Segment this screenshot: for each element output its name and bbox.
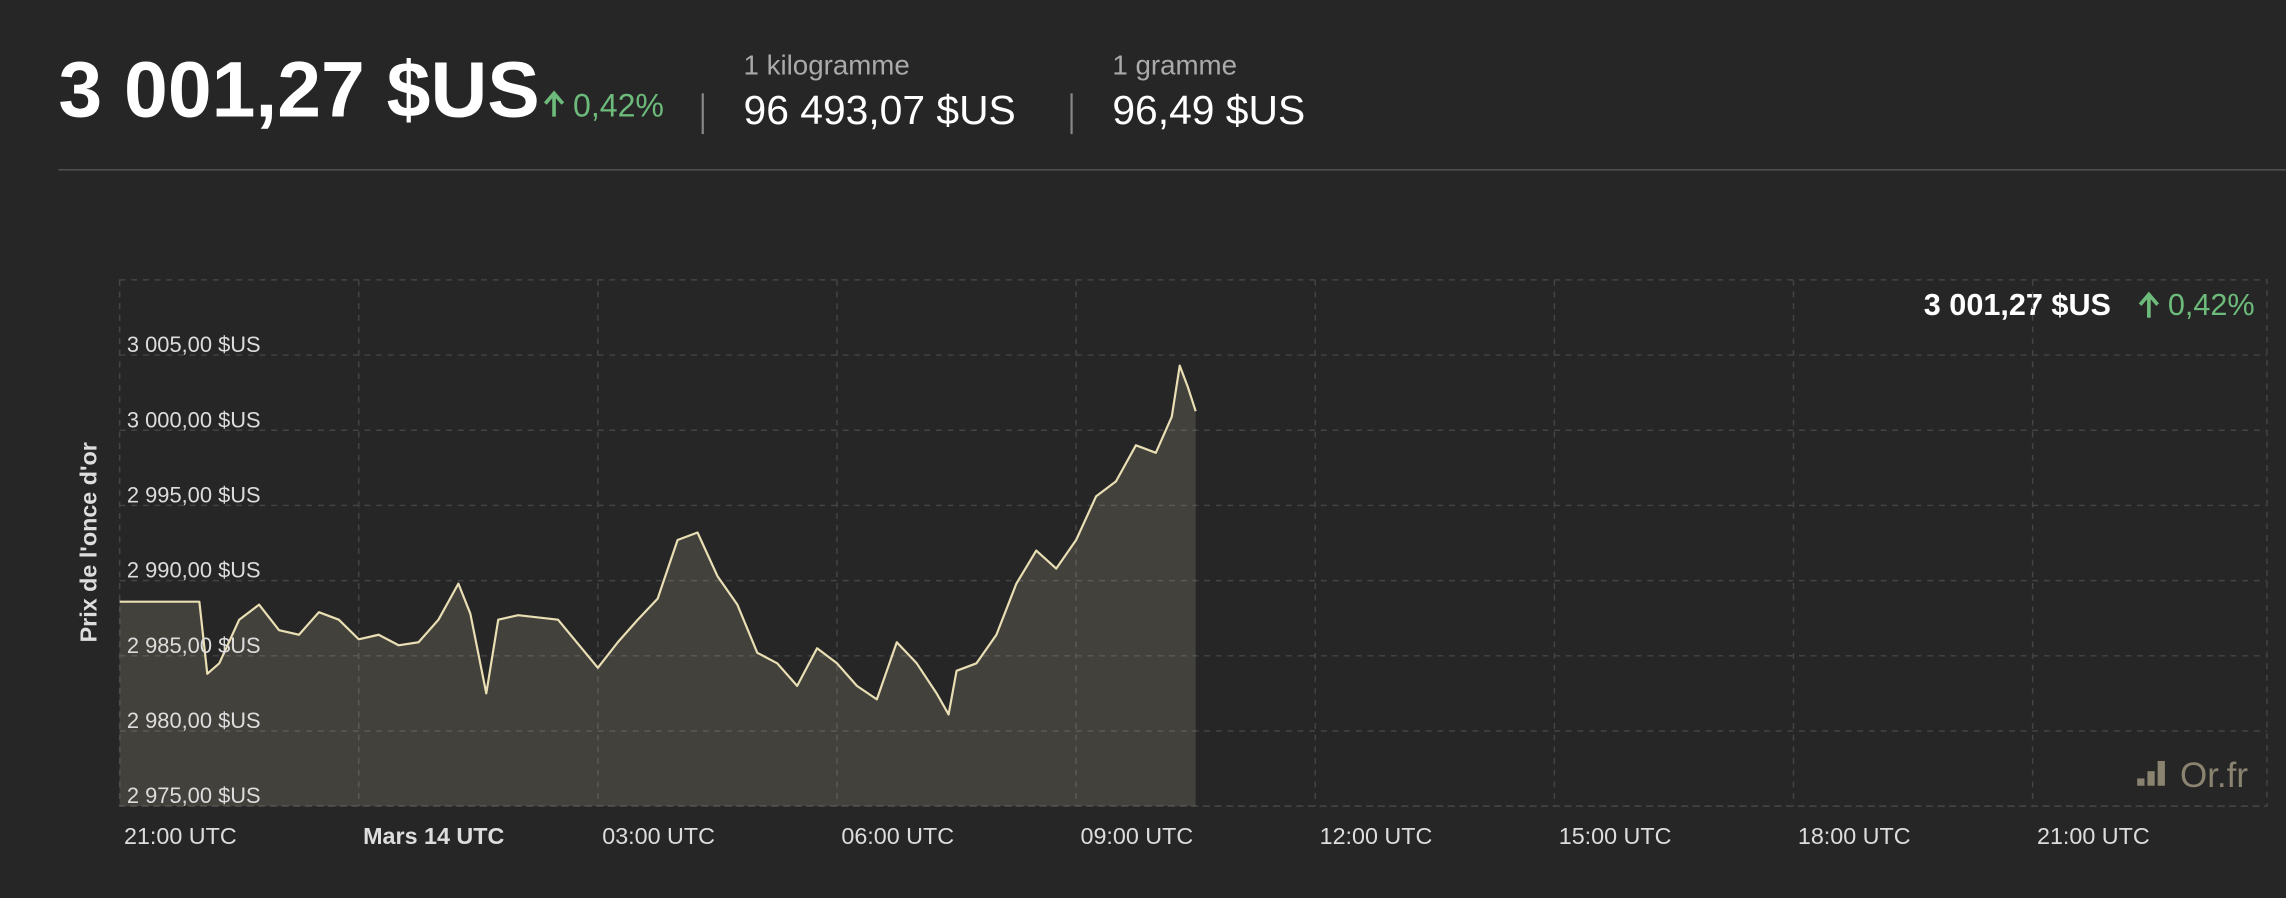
up-arrow	[543, 90, 565, 117]
price-change: 0,42%	[573, 88, 664, 124]
x-tick-label: 21:00 UTC	[124, 823, 237, 849]
price-line	[119, 364, 1197, 716]
last-price: 3 001,27 $US	[1924, 288, 2111, 322]
y-tick-label: 3 005,00 $US	[127, 332, 261, 357]
x-tick-label: 15:00 UTC	[1559, 823, 1672, 849]
x-tick-label: 18:00 UTC	[1798, 823, 1911, 849]
kilogram-label: 1 kilogramme	[744, 49, 910, 80]
price: 3 001,27 $US	[58, 46, 539, 134]
x-tick-label: 06:00 UTC	[841, 823, 954, 849]
gram-label: 1 gramme	[1112, 49, 1237, 80]
y-axis-label: Prix de l'once d'or	[75, 442, 101, 642]
area	[119, 365, 1196, 807]
x-tick-label: 03:00 UTC	[602, 823, 715, 849]
kilogram-price: 96 493,07 $US	[744, 87, 1016, 133]
y-tick-label: 2 985,00 $US	[127, 633, 261, 658]
y-tick-label: 2 990,00 $US	[127, 558, 261, 583]
y-tick-label: 2 975,00 $US	[127, 783, 261, 808]
watermark-icon	[2137, 760, 2165, 786]
x-tick-label: 09:00 UTC	[1080, 823, 1193, 849]
y-tick-label: 2 980,00 $US	[127, 708, 261, 733]
last-change: 0,42%	[2168, 288, 2255, 322]
up-arrow	[2138, 291, 2160, 318]
x-tick-label: 21:00 UTC	[2037, 823, 2150, 849]
plot: 2 975,00 $US 2 980,00 $US 2 985,00 $US 2 99…	[118, 279, 2268, 849]
x-tick-label: 12:00 UTC	[1320, 823, 1433, 849]
y-tick-label: 3 000,00 $US	[127, 407, 261, 432]
x-tick-label: Mars 14 UTC	[363, 823, 504, 849]
y-tick-label: 2 995,00 $US	[127, 483, 261, 508]
watermark: Or.fr	[2180, 756, 2248, 795]
gram-price: 96,49 $US	[1112, 87, 1305, 133]
